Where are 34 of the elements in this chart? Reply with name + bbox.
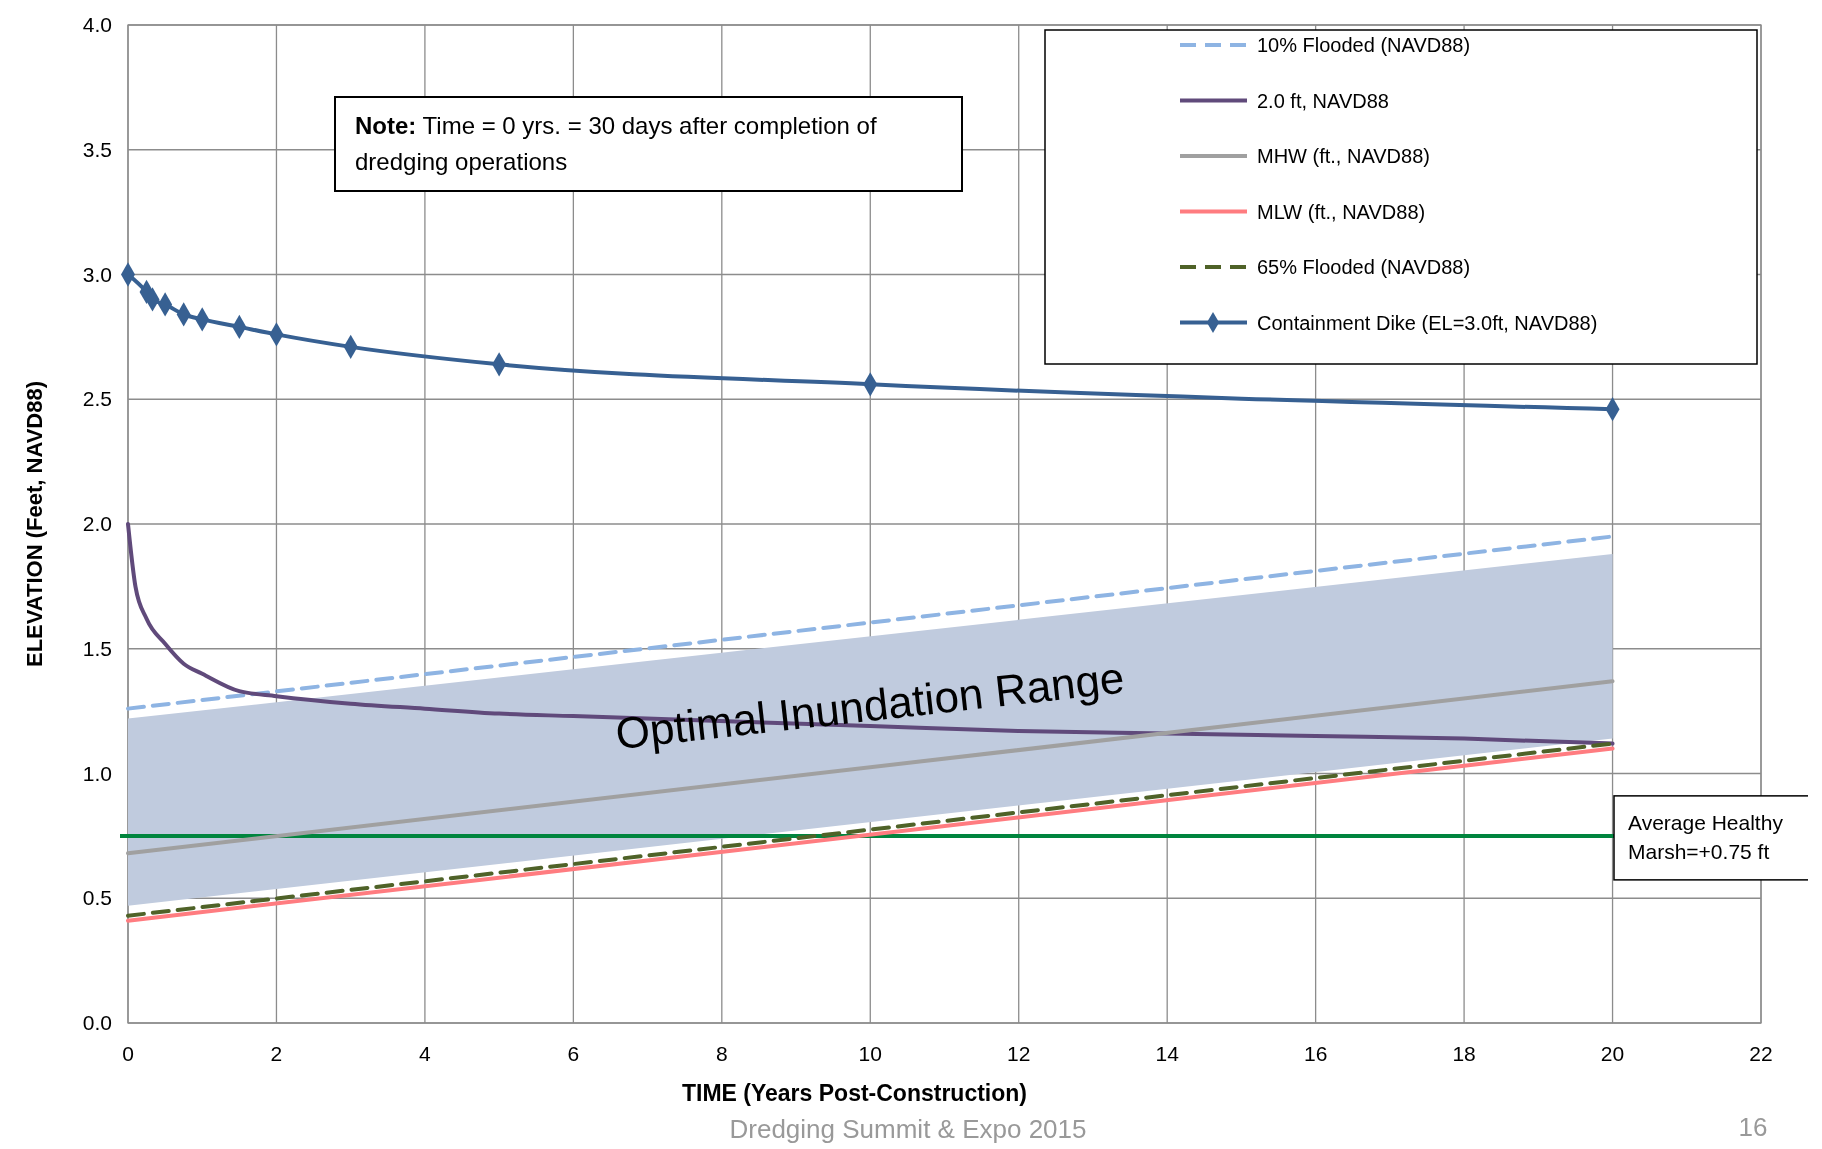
legend-label: 10% Flooded (NAVD88)	[1257, 34, 1471, 56]
y-tick-label: 3.5	[82, 137, 112, 161]
x-axis-title: TIME (Years Post-Construction)	[681, 1080, 1028, 1106]
x-tick-label: 22	[1749, 1042, 1773, 1065]
x-tick-label: 18	[1452, 1042, 1476, 1065]
y-axis-title: ELEVATION (Feet, NAVD88)	[22, 380, 47, 668]
x-tick-label: 6	[567, 1042, 580, 1065]
x-tick-label: 0	[122, 1042, 134, 1065]
legend-label: Containment Dike (EL=3.0ft, NAVD88)	[1257, 311, 1598, 334]
y-tick-label: 0.0	[82, 1011, 112, 1034]
text: Dredging Summit & Expo 2015	[729, 1114, 1087, 1144]
x-tick-label: 2	[270, 1042, 283, 1065]
x-tick-label: 4	[419, 1042, 432, 1065]
x-tick-label: 20	[1600, 1042, 1625, 1065]
y-tick-label: 0.5	[82, 886, 112, 910]
annotation: Note: Time = 0 yrs. = 30 days after completion of dredging operations	[355, 112, 877, 175]
x-tick-label: 8	[715, 1042, 728, 1065]
legend-label: MHW (ft., NAVD88)	[1257, 145, 1430, 167]
legend-label: 65% Flooded (NAVD88)	[1257, 256, 1471, 278]
y-tick-label: 2.5	[82, 387, 112, 411]
annotation: Optimal Inundation Range	[613, 652, 1127, 759]
text: 16	[1738, 1112, 1768, 1142]
y-tick-label: 3.0	[82, 262, 112, 286]
legend-label: MLW (ft., NAVD88)	[1257, 200, 1426, 223]
x-tick-label: 16	[1303, 1042, 1328, 1065]
ref-line-label: Average Healthy Marsh=+0.75 ft	[1628, 810, 1784, 863]
x-tick-label: 14	[1155, 1042, 1180, 1065]
x-tick-label: 10	[858, 1042, 882, 1065]
y-tick-label: 1.0	[82, 761, 112, 785]
x-tick-label: 12	[1007, 1042, 1031, 1065]
legend-label: 2.0 ft, NAVD88	[1257, 89, 1389, 112]
y-tick-label: 2.0	[82, 512, 112, 535]
y-tick-label: 4.0	[82, 13, 112, 36]
y-tick-label: 1.5	[82, 636, 112, 660]
